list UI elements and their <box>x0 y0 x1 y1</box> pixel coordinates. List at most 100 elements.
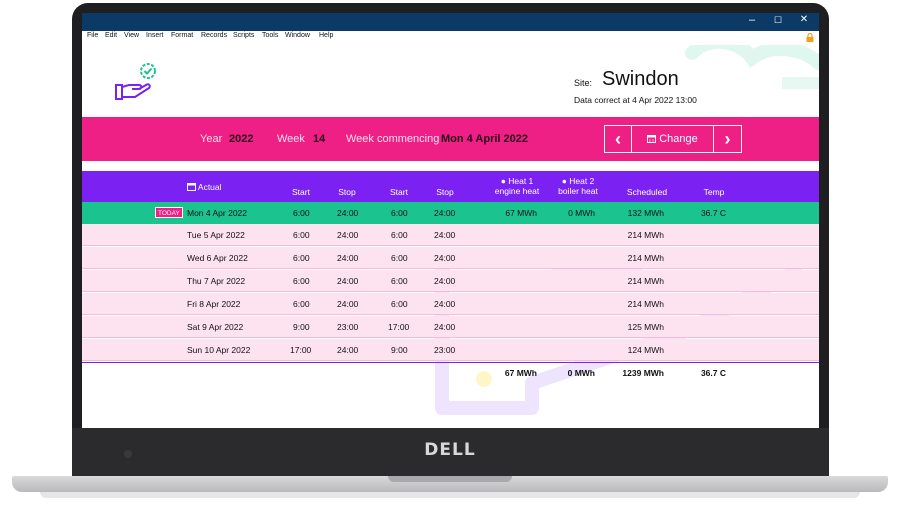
laptop-base-shadow <box>40 492 860 498</box>
menu-scripts[interactable]: Scripts <box>233 32 255 39</box>
row-stop-1: 24:00 <box>337 253 359 263</box>
table-row[interactable]: Sat 9 Apr 2022 9:00 23:00 17:00 24:00 12… <box>82 316 819 338</box>
menu-insert[interactable]: Insert <box>146 32 164 39</box>
column-header-actual-label: Actual <box>197 182 222 192</box>
row-scheduled: 214 MWh <box>627 253 664 263</box>
row-day: Sun 10 Apr 2022 <box>187 345 251 355</box>
menu-tools[interactable]: Tools <box>262 32 279 39</box>
row-stop-1: 23:00 <box>337 322 359 332</box>
laptop-base <box>12 476 888 492</box>
row-stop-1: 24:00 <box>337 276 359 286</box>
row-start-1: 6:00 <box>293 230 310 240</box>
row-day: Fri 8 Apr 2022 <box>187 299 241 309</box>
table-row[interactable]: Sun 10 Apr 2022 17:00 24:00 9:00 23:00 1… <box>82 339 819 361</box>
column-header-stop-1: Stop <box>338 187 356 197</box>
row-stop-2: 23:00 <box>434 345 456 355</box>
row-start-2: 6:00 <box>391 276 408 286</box>
row-stop-2: 24:00 <box>434 208 456 218</box>
lock-icon <box>806 33 814 42</box>
table-row[interactable]: Thu 7 Apr 2022 6:00 24:00 6:00 24:00 214… <box>82 270 819 292</box>
site-label: Site: <box>574 78 593 88</box>
laptop-base-notch <box>388 476 512 482</box>
hand-check-logo-icon <box>115 63 156 100</box>
year-label: Year <box>200 133 223 145</box>
table-row[interactable]: Tue 5 Apr 2022 6:00 24:00 6:00 24:00 214… <box>82 224 819 246</box>
row-day: Wed 6 Apr 2022 <box>187 253 248 263</box>
today-badge: TODAY <box>155 207 183 218</box>
maximize-button[interactable]: ☐ <box>773 15 783 25</box>
row-stop-1: 24:00 <box>337 299 359 309</box>
row-scheduled: 125 MWh <box>627 322 664 332</box>
row-scheduled: 214 MWh <box>627 230 664 240</box>
week-commencing-label: Week commencing <box>346 133 440 145</box>
row-day: Thu 7 Apr 2022 <box>187 276 246 286</box>
site-name: Swindon <box>602 68 679 90</box>
total-heat-1: 67 MWh <box>504 368 537 378</box>
menu-records[interactable]: Records <box>201 32 228 39</box>
row-start-1: 6:00 <box>293 299 310 309</box>
week-commencing-value: Mon 4 April 2022 <box>441 133 529 145</box>
flame-icon: ● <box>561 176 567 186</box>
change-week-button[interactable]: Change <box>631 125 714 153</box>
row-scheduled: 214 MWh <box>627 299 664 309</box>
column-header-heat-1: ● Heat 1 engine heat <box>487 176 547 196</box>
table-row-today[interactable]: TODAY Mon 4 Apr 2022 6:00 24:00 6:00 24:… <box>82 202 819 224</box>
total-scheduled: 1239 MWh <box>622 368 664 378</box>
column-header-actual: Actual <box>187 182 222 192</box>
laptop-brand-logo: DELL <box>424 440 476 460</box>
row-day: Tue 5 Apr 2022 <box>187 230 245 240</box>
column-header-heat-1-line1: Heat 1 <box>508 176 534 186</box>
table-header: Actual Start Stop Start Stop ● Heat 1 en… <box>82 171 819 204</box>
row-start-2: 6:00 <box>391 299 408 309</box>
row-scheduled: 214 MWh <box>627 276 664 286</box>
calendar-icon <box>647 135 657 143</box>
chevron-left-icon: ‹ <box>615 129 621 149</box>
menu-help[interactable]: Help <box>319 32 334 39</box>
row-day: Mon 4 Apr 2022 <box>187 208 248 218</box>
table-row[interactable]: Fri 8 Apr 2022 6:00 24:00 6:00 24:00 214… <box>82 293 819 315</box>
row-stop-1: 24:00 <box>337 345 359 355</box>
bezel-chin <box>72 428 829 477</box>
column-header-heat-1-line2: engine heat <box>494 186 540 196</box>
menu-edit[interactable]: Edit <box>105 32 118 39</box>
row-start-2: 6:00 <box>391 230 408 240</box>
row-start-1: 6:00 <box>293 253 310 263</box>
total-heat-2: 0 MWh <box>567 368 595 378</box>
calendar-icon <box>187 183 196 191</box>
previous-week-button[interactable]: ‹ <box>604 125 632 153</box>
menu-file[interactable]: File <box>87 32 99 39</box>
row-heat-1: 67 MWh <box>505 208 537 218</box>
column-header-scheduled: Scheduled <box>626 187 668 197</box>
row-start-2: 9:00 <box>391 345 408 355</box>
row-stop-2: 24:00 <box>434 230 456 240</box>
chevron-right-icon: › <box>724 129 731 149</box>
row-stop-2: 24:00 <box>434 322 456 332</box>
minimize-button[interactable]: – <box>748 14 756 26</box>
close-button[interactable]: ✕ <box>799 14 809 25</box>
table-row[interactable]: Wed 6 Apr 2022 6:00 24:00 6:00 24:00 214… <box>82 247 819 269</box>
row-start-1: 6:00 <box>293 276 310 286</box>
menu-format[interactable]: Format <box>171 32 194 39</box>
column-header-start-1: Start <box>292 187 310 197</box>
column-header-start-2: Start <box>390 187 408 197</box>
week-label: Week <box>277 133 305 145</box>
row-heat-2: 0 MWh <box>568 208 595 218</box>
week-bar <box>82 117 819 161</box>
row-start-2: 17:00 <box>388 322 410 332</box>
row-stop-2: 24:00 <box>434 276 456 286</box>
menu-window[interactable]: Window <box>285 32 310 39</box>
row-start-2: 6:00 <box>391 208 408 218</box>
change-week-label: Change <box>659 133 698 145</box>
next-week-button[interactable]: › <box>713 125 742 153</box>
column-header-temp: Temp <box>703 187 725 197</box>
row-start-1: 6:00 <box>293 208 310 218</box>
column-header-heat-2-line2: boiler heat <box>558 186 598 196</box>
menu-bar: File Edit View Insert Format Records Scr… <box>82 31 819 45</box>
menu-view[interactable]: View <box>124 32 140 39</box>
row-stop-1: 24:00 <box>337 208 359 218</box>
flame-icon: ● <box>500 176 506 186</box>
row-stop-2: 24:00 <box>434 253 456 263</box>
row-start-1: 9:00 <box>293 322 310 332</box>
column-header-heat-2: ● Heat 2 boiler heat <box>548 176 608 196</box>
